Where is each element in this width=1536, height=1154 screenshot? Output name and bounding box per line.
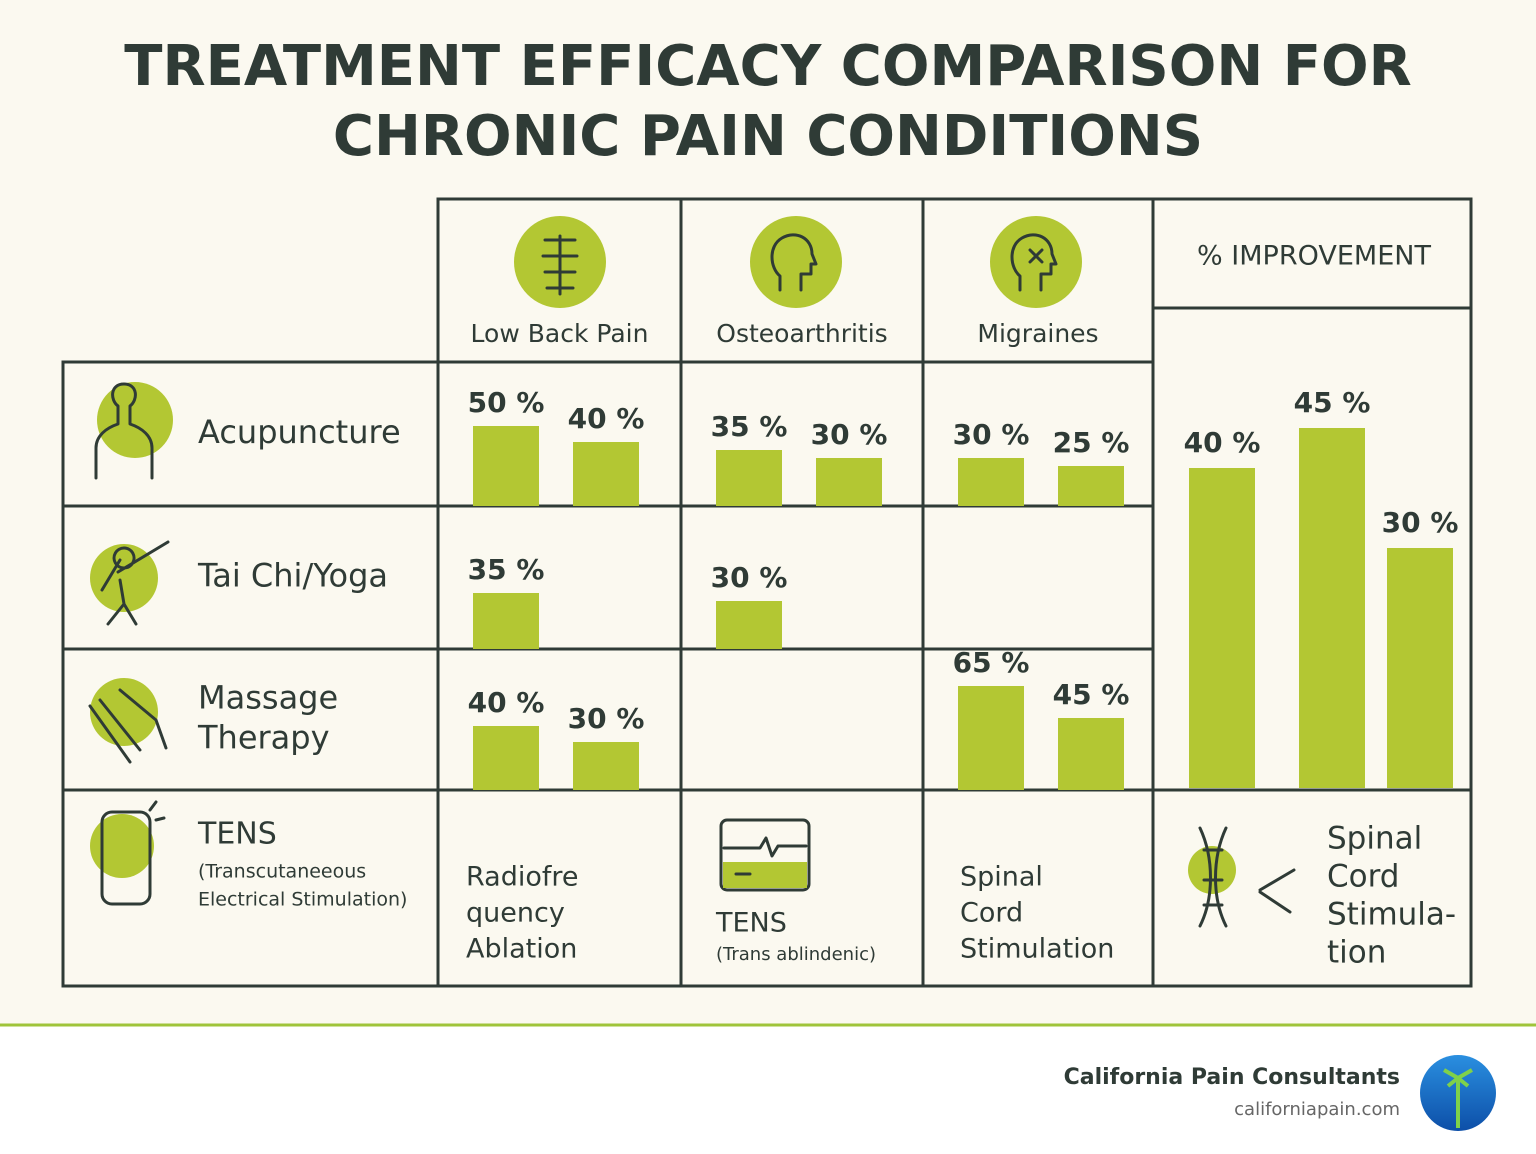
- treatment-label: Tai Chi/Yoga: [197, 557, 388, 595]
- treatment-label: Therapy: [197, 719, 330, 757]
- treatment-label: Massage: [198, 679, 338, 717]
- therapy-label: tion: [1327, 935, 1386, 971]
- treatment-label: Acupuncture: [198, 413, 401, 451]
- value-label: 30 %: [711, 561, 788, 594]
- value-label: 30 %: [811, 418, 888, 451]
- treatment-detail: (Transcutaneeous: [198, 861, 366, 883]
- value-label: 25 %: [1053, 426, 1130, 459]
- treatment-label: TENS: [197, 817, 277, 852]
- condition-label: Migraines: [977, 319, 1098, 348]
- bar: [573, 742, 639, 790]
- bar: [1058, 718, 1124, 790]
- condition-label: Osteoarthritis: [716, 319, 887, 348]
- page-title: TREATMENT EFFICACY COMPARISON FOR: [124, 34, 1411, 99]
- value-label: 40 %: [468, 686, 545, 719]
- value-label: 40 %: [568, 402, 645, 435]
- therapy-label: quency: [466, 898, 565, 929]
- footer-url: californiapain.com: [1234, 1099, 1400, 1120]
- value-label: 35 %: [711, 410, 788, 443]
- therapy-note: (Trans ablindenic): [716, 944, 876, 965]
- therapy-label: TENS: [715, 908, 787, 939]
- panel-title: % IMPROVEMENT: [1197, 241, 1431, 272]
- bar: [716, 601, 782, 649]
- therapy-label: Spinal: [960, 862, 1043, 893]
- value-label: 45 %: [1053, 678, 1130, 711]
- bar: [473, 426, 539, 506]
- therapy-label: Radiofre: [466, 862, 579, 893]
- therapy-label: Cord: [1327, 859, 1400, 895]
- bar: [716, 450, 782, 506]
- bar: [1189, 468, 1255, 788]
- therapy-label: Ablation: [466, 934, 577, 965]
- bar: [958, 686, 1024, 790]
- value-label: 30 %: [568, 702, 645, 735]
- bar: [1299, 428, 1365, 788]
- value-label: 35 %: [468, 553, 545, 586]
- therapy-label: Spinal: [1327, 821, 1422, 857]
- footer-background: [0, 1025, 1536, 1154]
- bar: [473, 726, 539, 790]
- value-label: 65 %: [953, 646, 1030, 679]
- treatment-detail: Electrical Stimulation): [198, 889, 407, 911]
- bar: [1058, 466, 1124, 506]
- page-title: CHRONIC PAIN CONDITIONS: [333, 104, 1203, 169]
- condition-label: Low Back Pain: [471, 319, 649, 348]
- therapy-label: Stimulation: [960, 934, 1114, 965]
- value-label: 30 %: [1382, 506, 1459, 539]
- bar: [816, 458, 882, 506]
- value-label: 50 %: [468, 386, 545, 419]
- logo-palm: [1443, 1068, 1473, 1128]
- footer-company: California Pain Consultants: [1064, 1065, 1400, 1090]
- value-label: 40 %: [1184, 426, 1261, 459]
- value-label: 45 %: [1294, 386, 1371, 419]
- treatment-icons: [88, 382, 173, 906]
- condition-icons: [514, 216, 1082, 308]
- therapy-label: Stimula-: [1327, 897, 1456, 933]
- bar: [958, 458, 1024, 506]
- bar: [473, 593, 539, 649]
- value-label: 30 %: [953, 418, 1030, 451]
- bottom-icons: [719, 818, 1296, 928]
- therapy-label: Cord: [960, 898, 1023, 929]
- bar: [1387, 548, 1453, 788]
- bar: [573, 442, 639, 506]
